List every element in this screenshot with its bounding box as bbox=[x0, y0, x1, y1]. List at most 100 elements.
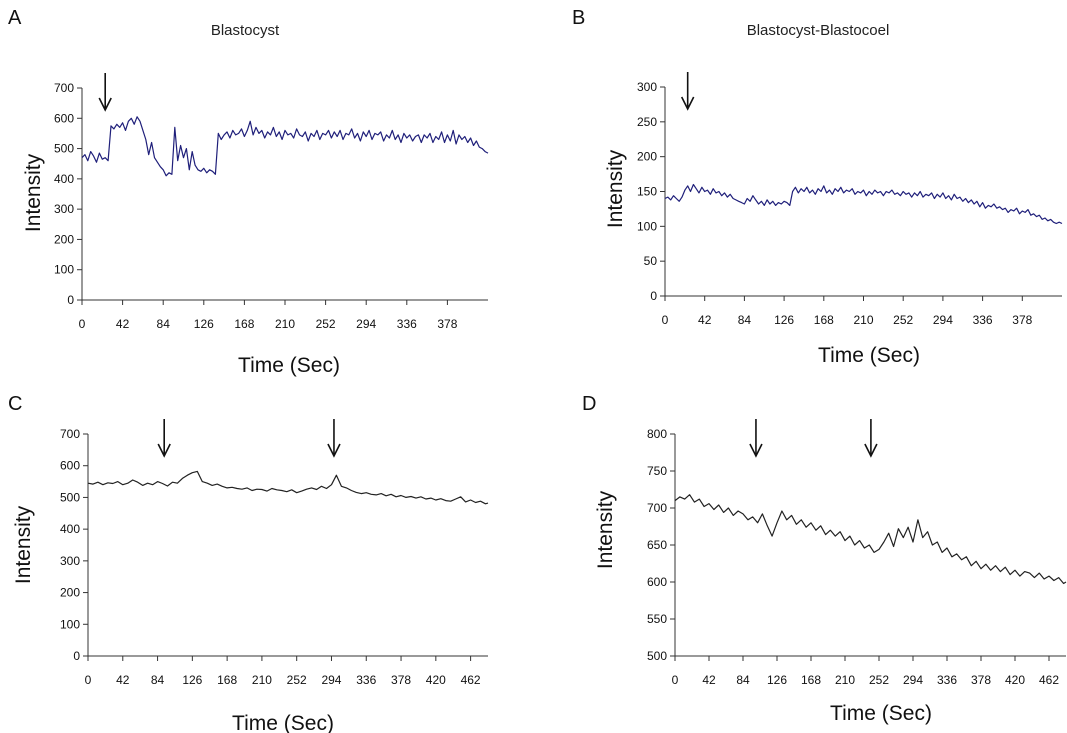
y-tick-label: 200 bbox=[60, 586, 80, 600]
panel-b-x-axis-label: Time (Sec) bbox=[818, 344, 920, 367]
x-tick-label: 210 bbox=[835, 673, 855, 687]
x-tick-label: 462 bbox=[461, 673, 481, 687]
arrow-head bbox=[327, 443, 341, 458]
panel-b-y-axis-label: Intensity bbox=[604, 149, 627, 228]
x-tick-label: 0 bbox=[79, 317, 86, 331]
y-tick-label: 600 bbox=[60, 459, 80, 473]
y-tick-label: 0 bbox=[650, 289, 657, 303]
y-tick-label: 500 bbox=[647, 649, 667, 663]
y-tick-label: 700 bbox=[54, 81, 74, 95]
panel-a-plot: 0 100 200 300 400 500 600 700 0 42 84 126 168 210 252 2… bbox=[54, 73, 489, 331]
x-tick-label: 42 bbox=[116, 673, 130, 687]
x-tick-label: 252 bbox=[893, 313, 913, 327]
panel-a-y-axis-label: Intensity bbox=[22, 153, 45, 232]
x-tick-label: 42 bbox=[116, 317, 130, 331]
x-tick-label: 336 bbox=[937, 673, 957, 687]
stimulus-arrow bbox=[327, 419, 341, 458]
x-tick-label: 294 bbox=[933, 313, 953, 327]
x-tick-label: 462 bbox=[1039, 673, 1059, 687]
x-tick-label: 126 bbox=[182, 673, 202, 687]
y-tick-label: 250 bbox=[637, 115, 657, 129]
x-tick-label: 252 bbox=[869, 673, 889, 687]
x-tick-label: 126 bbox=[774, 313, 794, 327]
y-tick-label: 200 bbox=[54, 232, 74, 246]
x-tick-label: 126 bbox=[194, 317, 214, 331]
x-tick-label: 294 bbox=[321, 673, 341, 687]
stimulus-arrow bbox=[864, 419, 878, 458]
y-tick-label: 300 bbox=[54, 202, 74, 216]
y-tick-label: 700 bbox=[60, 427, 80, 441]
series-line bbox=[87, 470, 489, 505]
x-tick-label: 210 bbox=[275, 317, 295, 331]
x-tick-label: 378 bbox=[971, 673, 991, 687]
x-tick-label: 84 bbox=[736, 673, 750, 687]
y-tick-label: 150 bbox=[637, 185, 657, 199]
y-tick-label: 550 bbox=[647, 612, 667, 626]
panel-b: B Blastocyst-Blastocoel 0 50 100 150 200 250 3… bbox=[572, 7, 1063, 367]
arrow-head bbox=[680, 96, 695, 111]
x-tick-label: 168 bbox=[217, 673, 237, 687]
x-tick-label: 168 bbox=[801, 673, 821, 687]
y-tick-label: 50 bbox=[644, 254, 658, 268]
panel-a-title: Blastocyst bbox=[211, 22, 280, 39]
x-tick-label: 378 bbox=[437, 317, 457, 331]
y-tick-label: 300 bbox=[637, 80, 657, 94]
x-tick-label: 0 bbox=[662, 313, 669, 327]
x-tick-label: 378 bbox=[1012, 313, 1032, 327]
x-tick-label: 42 bbox=[702, 673, 716, 687]
panel-c-plot: 0 100 200 300 400 500 600 700 0 42 84 126 168 210 252 2… bbox=[60, 419, 489, 687]
y-tick-label: 700 bbox=[647, 501, 667, 515]
panel-d-plot: 500 550 600 650 700 750 800 0 42 84 126 168 210 252 29… bbox=[647, 419, 1067, 687]
x-tick-label: 84 bbox=[151, 673, 165, 687]
x-tick-label: 336 bbox=[973, 313, 993, 327]
panel-d-letter: D bbox=[582, 393, 596, 415]
x-tick-label: 42 bbox=[698, 313, 712, 327]
x-tick-label: 252 bbox=[316, 317, 336, 331]
x-tick-label: 168 bbox=[814, 313, 834, 327]
y-tick-label: 750 bbox=[647, 464, 667, 478]
series-line bbox=[664, 183, 1063, 225]
arrow-head bbox=[157, 443, 171, 458]
y-tick-label: 600 bbox=[54, 111, 74, 125]
arrow-head bbox=[749, 443, 763, 458]
x-tick-label: 252 bbox=[287, 673, 307, 687]
y-tick-label: 100 bbox=[60, 617, 80, 631]
y-tick-label: 200 bbox=[637, 150, 657, 164]
panel-d-y-axis-label: Intensity bbox=[594, 490, 617, 569]
x-tick-label: 336 bbox=[356, 673, 376, 687]
x-tick-label: 294 bbox=[903, 673, 923, 687]
stimulus-arrow bbox=[157, 419, 171, 458]
y-tick-label: 0 bbox=[67, 293, 74, 307]
x-tick-label: 420 bbox=[1005, 673, 1025, 687]
panel-d: D 500 550 600 650 700 750 800 0 42 84 126 168 210 252… bbox=[582, 393, 1067, 725]
x-tick-label: 378 bbox=[391, 673, 411, 687]
x-tick-label: 0 bbox=[85, 673, 92, 687]
x-tick-label: 420 bbox=[426, 673, 446, 687]
x-tick-label: 210 bbox=[853, 313, 873, 327]
x-tick-label: 210 bbox=[252, 673, 272, 687]
x-tick-label: 0 bbox=[672, 673, 679, 687]
x-tick-label: 84 bbox=[738, 313, 752, 327]
series-line bbox=[674, 494, 1067, 585]
y-tick-label: 500 bbox=[60, 490, 80, 504]
x-tick-label: 168 bbox=[234, 317, 254, 331]
y-tick-label: 100 bbox=[637, 219, 657, 233]
y-tick-label: 500 bbox=[54, 142, 74, 156]
x-tick-label: 84 bbox=[157, 317, 171, 331]
panel-d-x-axis-label: Time (Sec) bbox=[830, 702, 932, 725]
x-tick-label: 126 bbox=[767, 673, 787, 687]
y-tick-label: 800 bbox=[647, 427, 667, 441]
y-tick-label: 0 bbox=[73, 649, 80, 663]
panel-b-title: Blastocyst-Blastocoel bbox=[747, 22, 890, 39]
y-tick-label: 600 bbox=[647, 575, 667, 589]
stimulus-arrow bbox=[98, 73, 112, 112]
panel-a-letter: A bbox=[8, 7, 22, 29]
x-tick-label: 294 bbox=[356, 317, 376, 331]
y-tick-label: 650 bbox=[647, 538, 667, 552]
panel-c: C 0 100 200 300 400 500 600 700 0 42 84 126 168 210 25… bbox=[8, 393, 489, 733]
panel-b-letter: B bbox=[572, 7, 585, 29]
y-tick-label: 300 bbox=[60, 554, 80, 568]
y-tick-label: 400 bbox=[60, 522, 80, 536]
panel-c-letter: C bbox=[8, 393, 22, 415]
